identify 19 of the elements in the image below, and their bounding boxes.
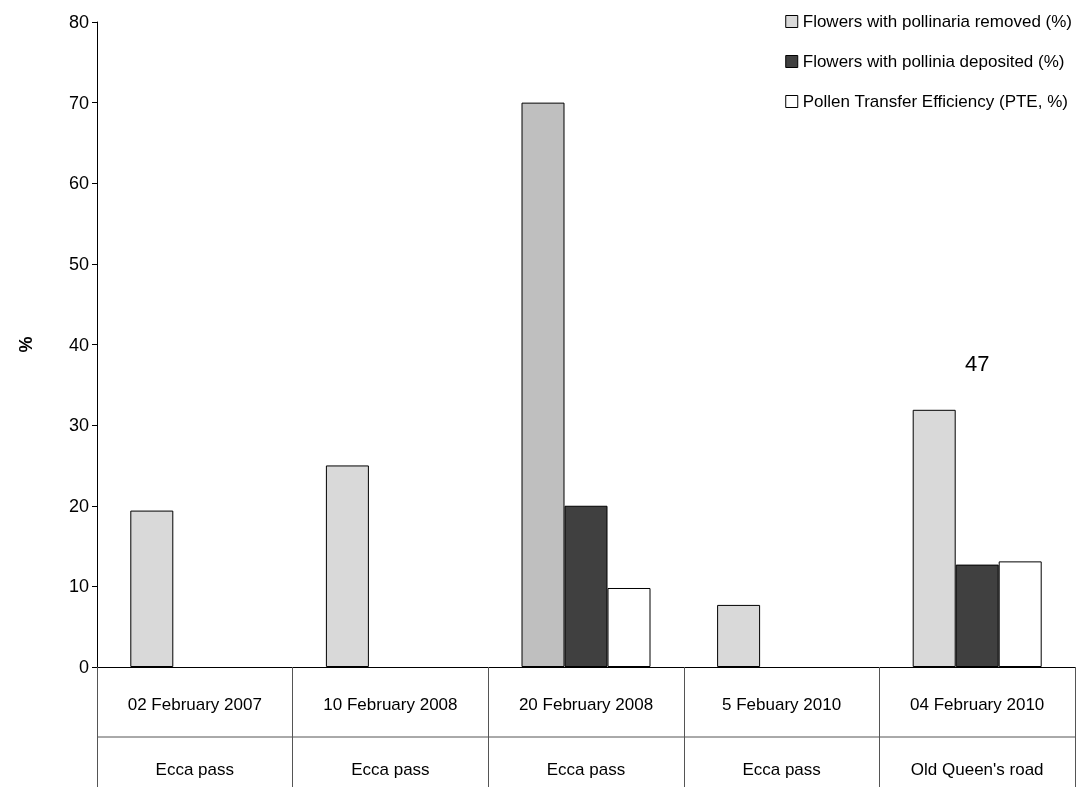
legend-label: Flowers with pollinia deposited (%) <box>802 52 1065 71</box>
category-label: 5 Febuary 2010 Ecca pass <box>722 695 842 779</box>
y-tick-label: 0 <box>78 657 89 677</box>
category-label: 02 February 2007 Ecca pass <box>127 695 262 779</box>
y-tick-label: 50 <box>68 253 89 274</box>
category-label: 20 February 2008 Ecca pass <box>518 695 654 779</box>
y-tick-label: 10 <box>68 576 89 597</box>
y-tick-label: 60 <box>68 173 89 194</box>
y-tick-label: 80 <box>68 12 89 32</box>
legend-label: Flowers with pollinaria removed (%) <box>802 12 1073 31</box>
y-tick-label: 40 <box>68 334 89 355</box>
y-tick-label: 70 <box>68 92 89 113</box>
annotation: 47 <box>964 351 990 377</box>
y-tick-label: 30 <box>68 415 89 436</box>
y-axis-title: % <box>16 336 36 353</box>
category-label: 04 February 2010 Old Queen's road <box>910 695 1045 779</box>
y-tick-label: 20 <box>68 495 89 516</box>
category-label: 10 February 2008 Ecca pass <box>323 695 458 779</box>
legend-label: Pollen Transfer Efficiency (PTE, %) <box>802 92 1068 111</box>
